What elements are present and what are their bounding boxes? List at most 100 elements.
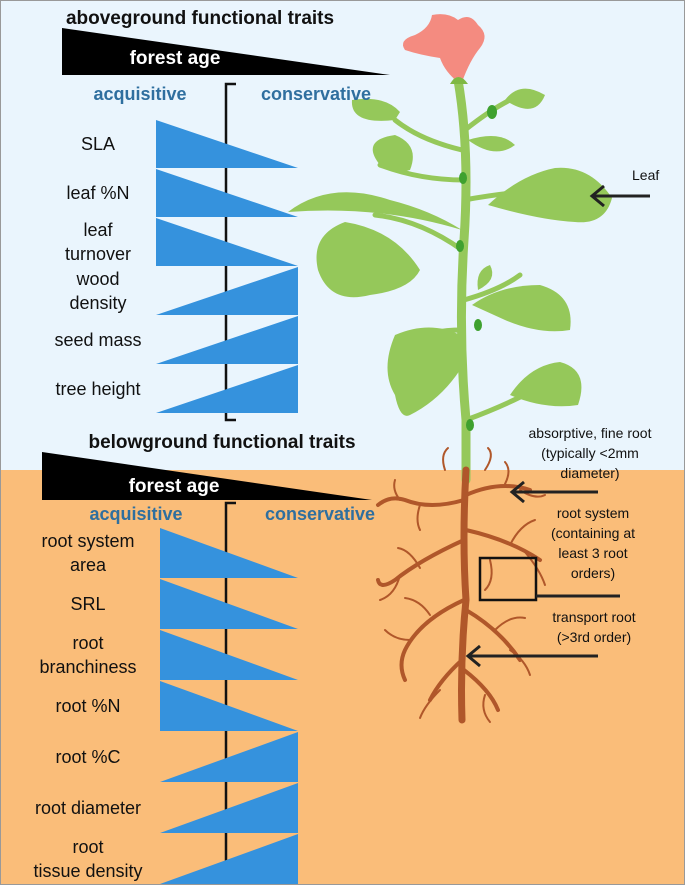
- root: [376, 538, 466, 587]
- leaf-arrow: [589, 184, 650, 208]
- leaf-large: [488, 167, 612, 223]
- trait-wedge-conservative: [160, 834, 298, 884]
- trait-wedge-acquisitive: [160, 528, 298, 578]
- leaf-large: [316, 222, 420, 298]
- leaf: [468, 136, 515, 152]
- root-system-box: [478, 556, 538, 602]
- bud: [487, 105, 497, 119]
- trait-wedge-conservative: [160, 783, 298, 833]
- trait-wedge-acquisitive: [160, 630, 298, 680]
- fine-root: [509, 519, 536, 546]
- fine-root: [484, 447, 492, 471]
- belowground-background: [0, 470, 685, 885]
- root: [399, 598, 466, 682]
- annotations: Leaf absorptive, fine root (typically <2…: [529, 167, 660, 645]
- fine-root: [504, 461, 510, 485]
- trait-label: leaf %N: [66, 183, 129, 203]
- fine-root: [393, 479, 401, 501]
- trait-label: root system: [41, 531, 134, 551]
- trait-wedge-acquisitive: [156, 218, 298, 266]
- section-title: belowground functional traits: [88, 432, 355, 453]
- root: [464, 484, 532, 497]
- section-title: aboveground functional traits: [66, 8, 334, 29]
- fine-root-arrow: [509, 480, 598, 504]
- root: [462, 668, 500, 712]
- belowground-panel: belowground functional traits forest age a…: [33, 432, 375, 884]
- trait-label: SLA: [81, 134, 115, 154]
- forest-age-label: forest age: [130, 48, 221, 69]
- forest-age-wedge: [42, 452, 372, 500]
- root-system-label-line: root system: [557, 505, 629, 521]
- conservative-label: conservative: [265, 504, 375, 524]
- root: [376, 496, 466, 507]
- trait-label: root diameter: [35, 798, 141, 818]
- trait-wedge-acquisitive: [160, 579, 298, 629]
- annotation-arrows: [465, 184, 650, 668]
- fine-root: [494, 616, 526, 631]
- trait-label: seed mass: [54, 330, 141, 350]
- trait-wedge-acquisitive: [156, 120, 298, 168]
- branch: [372, 212, 465, 253]
- fine-root: [442, 447, 449, 471]
- conservative-label: conservative: [261, 84, 371, 104]
- leaf: [505, 88, 545, 109]
- trait-wedge-conservative: [156, 267, 298, 315]
- trait-label: tissue density: [33, 861, 142, 881]
- leaf: [351, 98, 400, 121]
- bud: [456, 240, 464, 252]
- leaf-large: [472, 285, 571, 332]
- branch: [461, 272, 523, 303]
- leaf-large: [387, 327, 465, 416]
- trait-label: area: [70, 555, 107, 575]
- bud: [459, 172, 467, 184]
- fine-root: [419, 689, 441, 719]
- root: [464, 528, 542, 562]
- trait-label: root %C: [55, 747, 120, 767]
- branch: [392, 117, 465, 153]
- flower: [402, 14, 485, 83]
- trait-label: density: [69, 293, 126, 313]
- leaf: [372, 135, 413, 172]
- fine-root-label-line: (typically <2mm: [541, 445, 639, 461]
- fine-root: [384, 629, 411, 641]
- trait-wedge-conservative: [160, 732, 298, 782]
- fine-root-label-line: absorptive, fine root: [529, 425, 652, 441]
- trait-wedge-acquisitive: [156, 169, 298, 217]
- trait-label: root: [72, 633, 103, 653]
- forest-age-label: forest age: [129, 476, 220, 497]
- fine-root: [482, 694, 491, 723]
- root-system-label-line: least 3 root: [558, 545, 627, 561]
- plant-illustration: [288, 14, 612, 724]
- root-system-label-line: (containing at: [551, 525, 635, 541]
- transport-root-label-line: (>3rd order): [557, 629, 631, 645]
- trait-label: root: [72, 837, 103, 857]
- bud: [474, 319, 482, 331]
- aboveground-panel: aboveground functional traits forest age a…: [54, 8, 390, 422]
- transport-root-label-line: transport root: [552, 609, 635, 625]
- trait-label: tree height: [55, 379, 140, 399]
- trait-label: root %N: [55, 696, 120, 716]
- acquisitive-label: acquisitive: [89, 504, 182, 524]
- leaf-large: [510, 362, 582, 407]
- bud: [466, 419, 474, 431]
- trait-wedge-acquisitive: [160, 681, 298, 731]
- fine-root: [397, 547, 421, 569]
- transport-root-arrow: [465, 644, 598, 668]
- fine-root-label-line: diameter): [560, 465, 619, 481]
- leaf-label: Leaf: [632, 167, 659, 183]
- trait-wedge-conservative: [156, 365, 298, 413]
- root-system-label-line: orders): [571, 565, 615, 581]
- leaf: [477, 265, 493, 290]
- fine-root: [509, 649, 531, 676]
- fine-root: [404, 597, 431, 616]
- trait-label: branchiness: [39, 657, 136, 677]
- fine-root: [379, 574, 401, 601]
- trait-label: turnover: [65, 244, 131, 264]
- flower-calyx: [450, 77, 468, 84]
- trait-wedge-conservative: [156, 316, 298, 364]
- trait-label: SRL: [70, 594, 105, 614]
- acquisitive-label: acquisitive: [93, 84, 186, 104]
- trait-label: leaf: [83, 220, 113, 240]
